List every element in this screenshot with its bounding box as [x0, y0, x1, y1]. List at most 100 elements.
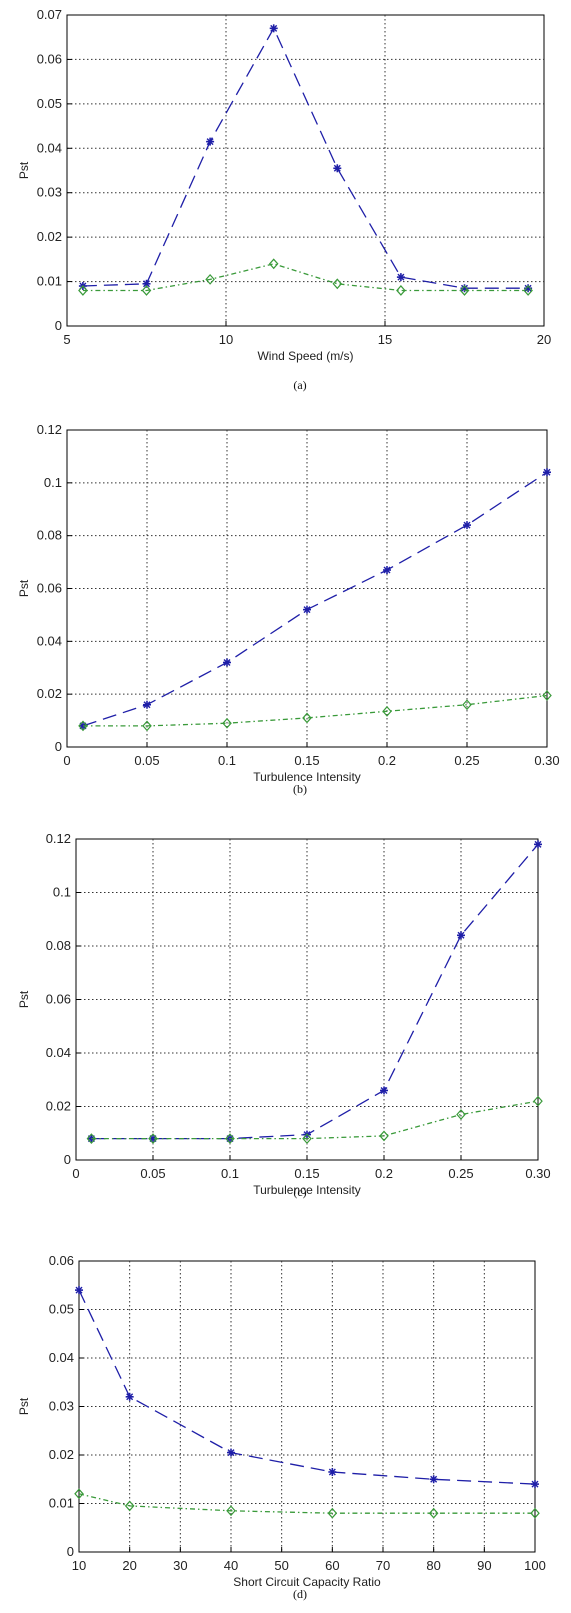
- data-point-diamond: [462, 699, 472, 711]
- data-point-diamond: [205, 273, 215, 285]
- x-tick-label: 30: [173, 1558, 187, 1573]
- data-point-diamond: [86, 1133, 97, 1145]
- data-point-diamond: [78, 720, 88, 732]
- data-point-star: [457, 931, 465, 940]
- x-tick-label: 0: [72, 1166, 79, 1181]
- x-tick-label: 0.30: [534, 753, 559, 768]
- y-tick-label: 0.08: [37, 528, 62, 543]
- data-point-diamond: [268, 258, 279, 270]
- data-point-star: [534, 840, 542, 849]
- x-tick-label: 80: [426, 1558, 440, 1573]
- y-axis-label: Pst: [17, 161, 31, 179]
- data-point-star: [380, 1086, 388, 1095]
- x-tick-label: 20: [122, 1558, 136, 1573]
- x-tick-label: 0.05: [134, 753, 159, 768]
- data-point-diamond: [327, 1507, 338, 1519]
- data-point-diamond: [396, 285, 406, 296]
- x-tick-label: 0.15: [294, 1166, 319, 1181]
- data-point-star: [531, 1480, 539, 1489]
- data-point-star: [143, 700, 151, 709]
- x-tick-label: 0.30: [525, 1166, 550, 1181]
- series-line-2: [78, 1493, 535, 1514]
- data-point-star: [227, 1448, 235, 1457]
- y-tick-label: 0.01: [49, 1496, 74, 1511]
- y-tick-label: 0.06: [37, 51, 62, 66]
- y-tick-label: 0.03: [49, 1399, 74, 1414]
- y-tick-label: 0.02: [49, 1447, 74, 1462]
- y-tick-label: 0: [64, 1152, 71, 1167]
- data-point-diamond: [459, 285, 470, 296]
- x-tick-label: 0.15: [294, 753, 319, 768]
- series-line-2: [91, 1100, 539, 1140]
- y-axis-label: Pst: [17, 579, 31, 597]
- x-tick-label: 100: [524, 1558, 546, 1573]
- x-tick-label: 0.2: [375, 1166, 393, 1181]
- data-point-diamond: [533, 1095, 543, 1107]
- data-point-diamond: [78, 285, 88, 296]
- x-tick-label: 70: [376, 1558, 390, 1573]
- data-point-star: [396, 273, 405, 282]
- data-point-diamond: [456, 1109, 466, 1120]
- x-axis-label: Turbulence Intensity: [253, 1183, 361, 1197]
- data-point-diamond: [530, 1507, 540, 1519]
- x-tick-label: 60: [325, 1558, 339, 1573]
- series-line-1: [82, 26, 529, 289]
- data-point-diamond: [382, 705, 392, 717]
- y-tick-label: 0.06: [37, 581, 62, 596]
- y-tick-label: 0.04: [46, 1045, 71, 1060]
- chart-panel-c: 0 0.05 0.1 0.15 0.2 0.25 0.30 0 0.02 0.04 0.06 0.08…: [17, 831, 551, 1199]
- data-point-diamond: [523, 285, 533, 296]
- data-point-star: [75, 1286, 83, 1295]
- y-tick-label: 0.06: [49, 1253, 74, 1268]
- data-point-diamond: [148, 1133, 158, 1145]
- data-point-star: [269, 24, 278, 33]
- data-point-star: [303, 605, 311, 614]
- y-tick-label: 0: [55, 318, 62, 333]
- y-tick-label: 0.02: [46, 1099, 71, 1114]
- data-point-diamond: [302, 712, 312, 724]
- x-tick-label: 90: [477, 1558, 491, 1573]
- data-point-star: [206, 137, 215, 146]
- chart-panel-b: 0 0.05 0.1 0.15 0.2 0.25 0.30 0 0.02 0.04 0.06 0.08…: [17, 422, 560, 796]
- series-line-2: [82, 263, 529, 292]
- x-tick-label: 0.1: [218, 753, 236, 768]
- plot-area: [66, 14, 545, 327]
- data-point-diamond: [222, 717, 232, 729]
- x-tick-label: 0.05: [140, 1166, 165, 1181]
- series-line-2: [83, 694, 548, 727]
- chart-panel-a: 5 10 15 20 0 0.01 0.02 0.03 0.04 0.05 0.06 0.07 Wind…: [17, 7, 551, 392]
- x-tick-label: 40: [224, 1558, 238, 1573]
- y-tick-label: 0: [55, 739, 62, 754]
- panel-caption: (c): [293, 1185, 306, 1199]
- y-tick-label: 0.12: [46, 831, 71, 846]
- y-tick-label: 0.12: [37, 422, 62, 437]
- data-point-star: [223, 658, 231, 667]
- data-point-diamond: [226, 1505, 236, 1517]
- y-tick-label: 0.1: [44, 475, 62, 490]
- x-tick-label: 0.2: [378, 753, 396, 768]
- x-tick-label: 0.25: [448, 1166, 473, 1181]
- y-tick-label: 0.01: [37, 274, 62, 289]
- data-point-star: [333, 164, 342, 173]
- y-tick-label: 0.04: [49, 1350, 74, 1365]
- x-axis-label: Wind Speed (m/s): [257, 349, 353, 363]
- x-tick-label: 0.1: [221, 1166, 239, 1181]
- y-tick-label: 0.05: [49, 1302, 74, 1317]
- x-tick-label: 0.25: [454, 753, 479, 768]
- x-tick-label: 0: [63, 753, 70, 768]
- x-tick-label: 50: [274, 1558, 288, 1573]
- data-point-diamond: [141, 285, 152, 296]
- data-point-star: [125, 1392, 134, 1401]
- data-point-diamond: [225, 1133, 235, 1145]
- y-tick-label: 0.02: [37, 229, 62, 244]
- data-point-star: [543, 468, 551, 477]
- x-tick-label: 10: [72, 1558, 86, 1573]
- data-point-star: [383, 566, 391, 575]
- series-line-1: [78, 1289, 536, 1485]
- x-tick-label: 10: [219, 332, 233, 347]
- data-point-diamond: [302, 1133, 312, 1145]
- x-tick-label: 20: [537, 332, 551, 347]
- y-tick-label: 0.05: [37, 96, 62, 111]
- y-tick-label: 0.07: [37, 7, 62, 22]
- y-tick-label: 0.04: [37, 140, 62, 155]
